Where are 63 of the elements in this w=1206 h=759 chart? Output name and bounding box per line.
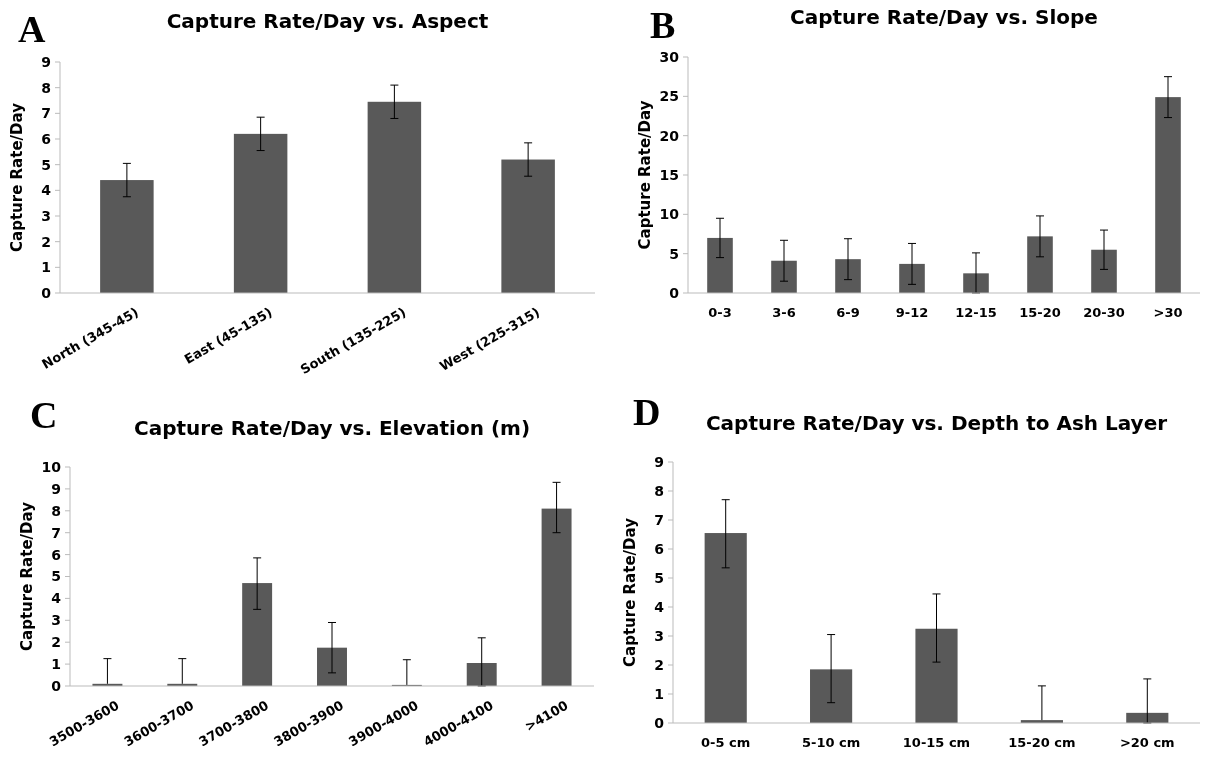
y-tick-label: 0 <box>654 714 665 731</box>
y-axis-title: Capture Rate/Day <box>18 501 36 651</box>
y-tick-label: 7 <box>41 105 51 122</box>
y-tick-label: 8 <box>654 482 664 499</box>
x-tick-label: 10-15 cm <box>902 735 971 750</box>
text: C <box>30 394 58 436</box>
x-tick-label: 0-5 cm <box>701 735 751 750</box>
chart-title: Capture Rate/Day vs. Elevation (m) <box>133 416 531 440</box>
x-tick-label: 0-3 <box>708 305 732 320</box>
chart-title: Capture Rate/Day vs. Depth to Ash Layer <box>705 411 1168 435</box>
y-tick-label: 9 <box>41 53 51 70</box>
x-tick-label: 9-12 <box>895 305 929 320</box>
y-axis-title: Capture Rate/Day <box>636 100 654 250</box>
y-tick-label: 7 <box>51 524 61 541</box>
y-tick-label: 4 <box>51 590 62 607</box>
text: A <box>18 8 46 50</box>
y-tick-label: 2 <box>51 634 61 651</box>
text: B <box>650 4 676 46</box>
y-tick-label: 9 <box>51 480 61 497</box>
y-tick-label: 3 <box>41 207 51 224</box>
y-tick-label: 1 <box>51 656 61 672</box>
y-tick-label: 6 <box>654 540 664 557</box>
chart-title: Capture Rate/Day vs. Aspect <box>166 9 489 33</box>
y-tick-label: 7 <box>654 511 664 528</box>
y-tick-label: 6 <box>51 546 61 563</box>
y-tick-label: 15 <box>659 166 679 183</box>
y-tick-label: 10 <box>41 458 62 475</box>
chart-title: Capture Rate/Day vs. Slope <box>790 5 1098 29</box>
y-tick-label: 4 <box>41 182 52 199</box>
y-axis-title: Capture Rate/Day <box>621 517 639 667</box>
y-tick-label: 2 <box>654 656 664 673</box>
y-tick-label: 5 <box>669 245 679 262</box>
y-tick-label: 9 <box>654 453 664 470</box>
x-tick-label: 15-20 <box>1019 305 1061 320</box>
x-tick-label: 5-10 cm <box>801 735 861 750</box>
x-tick-label: >20 cm <box>1119 735 1175 750</box>
x-tick-label: >30 <box>1153 305 1183 320</box>
y-axis-title: Capture Rate/Day <box>8 102 26 252</box>
y-tick-label: 0 <box>51 677 62 694</box>
y-tick-label: 8 <box>41 79 51 96</box>
y-tick-label: 3 <box>51 612 61 629</box>
y-tick-label: 5 <box>41 156 51 173</box>
x-tick-label: 12-15 <box>955 305 997 320</box>
y-tick-label: 30 <box>659 48 680 65</box>
x-tick-label: 20-30 <box>1083 305 1125 320</box>
y-tick-label: 6 <box>41 130 51 147</box>
text: D <box>633 391 661 433</box>
y-tick-label: 8 <box>51 502 61 519</box>
x-tick-label: 6-9 <box>836 305 860 320</box>
y-tick-label: 2 <box>41 233 51 250</box>
y-tick-label: 5 <box>654 569 664 586</box>
y-tick-label: 10 <box>659 206 680 223</box>
y-tick-label: 5 <box>51 568 61 585</box>
x-tick-label: 3-6 <box>772 305 796 320</box>
y-tick-label: 1 <box>654 685 664 702</box>
y-tick-label: 4 <box>654 598 665 615</box>
y-tick-label: 1 <box>41 259 51 276</box>
x-tick-label: 15-20 cm <box>1008 735 1076 750</box>
y-tick-label: 3 <box>654 627 664 644</box>
y-tick-label: 0 <box>669 284 680 301</box>
y-tick-label: 25 <box>659 88 679 105</box>
y-tick-label: 0 <box>41 284 52 301</box>
y-tick-label: 20 <box>659 127 680 144</box>
